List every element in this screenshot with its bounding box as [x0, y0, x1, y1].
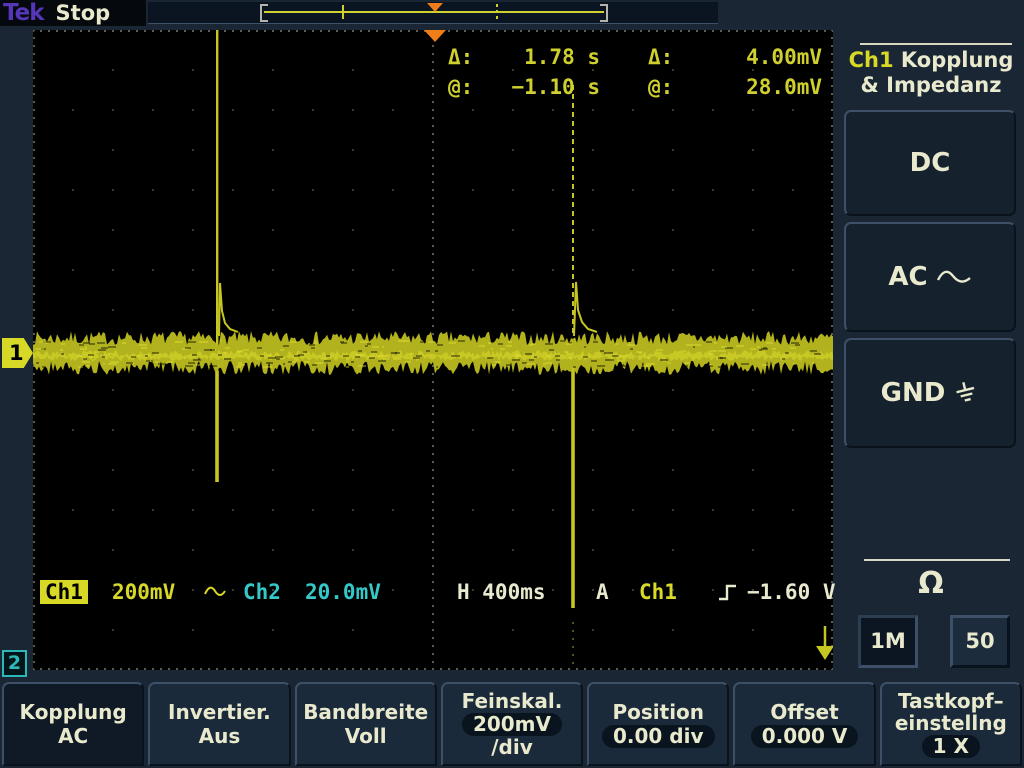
- ch2-position-marker: 2: [2, 650, 27, 677]
- side-title-line2: & Impedanz: [860, 73, 1002, 97]
- side-menu-divider: [860, 43, 1012, 45]
- status-line: Ch1 200mV Ch2 20.0mV H 400ms A Ch1 −1.60…: [33, 579, 836, 609]
- softkey-gnd-label: GND: [880, 378, 946, 408]
- horizontal-scale: H 400ms: [457, 580, 546, 604]
- bottomkey-feinskal[interactable]: Feinskal. 200mV /div: [440, 682, 584, 766]
- bottomkey-position-title: Position: [612, 699, 705, 724]
- bottomkey-kopplung-title: Kopplung: [19, 699, 127, 724]
- bottomkey-bandbreite-value: Voll: [344, 723, 387, 748]
- header-bar: Tek Stop: [0, 0, 1024, 26]
- bottomkey-position[interactable]: Position 0.00 div: [587, 682, 730, 766]
- trigger-mode: A: [596, 580, 609, 604]
- tek-logo: Tek: [3, 0, 45, 26]
- bottomkey-invertier[interactable]: Invertier. Aus: [148, 682, 291, 766]
- at-time-value: −1.10 s: [511, 75, 600, 99]
- bottomkey-tastkopf[interactable]: Tastkopf– einstellng 1 X: [879, 682, 1022, 766]
- cursor-readout: Δ: 1.78 s Δ: 4.00mV @: −1.10 s @: 28.0mV: [448, 42, 822, 102]
- acquisition-status: Stop: [55, 1, 111, 25]
- rising-edge-icon: [717, 582, 739, 602]
- bottomkey-invertier-title: Invertier.: [168, 699, 271, 724]
- side-title-text: Kopplung: [893, 48, 1014, 72]
- delta-time-value: 1.78 s: [524, 45, 600, 69]
- bottomkey-bandbreite-title: Bandbreite: [303, 699, 429, 724]
- ac-coupling-sine-icon: [203, 582, 227, 600]
- bottomkey-offset-title: Offset: [770, 699, 839, 724]
- at-volt-value: 28.0mV: [746, 75, 822, 99]
- record-view-bar: [148, 2, 718, 24]
- bottomkey-kopplung-value: AC: [58, 723, 89, 748]
- impedance-50-button[interactable]: 50: [950, 615, 1010, 668]
- side-menu-title: Ch1 Kopplung & Impedanz: [838, 48, 1024, 98]
- cursor2-position-tick: [496, 4, 498, 21]
- bottom-menu: Kopplung AC Invertier. Aus Bandbreite Vo…: [0, 682, 1024, 766]
- softkey-coupling-gnd[interactable]: GND: [844, 338, 1016, 448]
- waveform-canvas: [33, 30, 833, 670]
- window-bracket-right-icon: [600, 4, 608, 22]
- bottomkey-offset-value: 0.000 V: [750, 724, 859, 748]
- at-time-label: @:: [448, 75, 474, 99]
- delta-volt-value: 4.00mV: [746, 45, 822, 69]
- window-bracket-left-icon: [260, 4, 268, 22]
- bottomkey-tastkopf-title2: einstellng: [894, 710, 1007, 735]
- delta-time-label: Δ:: [448, 45, 474, 69]
- ch2-label: Ch2: [243, 580, 281, 604]
- bottomkey-bandbreite[interactable]: Bandbreite Voll: [294, 682, 437, 766]
- bottomkey-feinskal-title: Feinskal.: [461, 688, 563, 713]
- softkey-ac-label: AC: [888, 262, 928, 292]
- tek-status-box: Tek Stop: [0, 0, 146, 26]
- trigger-level-value: −1.60 V: [747, 580, 836, 604]
- bottomkey-position-value: 0.00 div: [602, 724, 715, 748]
- ch1-badge: Ch1: [40, 580, 88, 604]
- delta-volt-label: Δ:: [648, 45, 674, 69]
- graticule: Δ: 1.78 s Δ: 4.00mV @: −1.10 s @: 28.0mV…: [33, 30, 836, 670]
- ch2-scale: 20.0mV: [305, 580, 381, 604]
- at-volt-label: @:: [648, 75, 674, 99]
- ch1-position-marker: 1: [2, 338, 33, 368]
- bottomkey-tastkopf-title: Tastkopf–: [898, 688, 1004, 713]
- bottomkey-tastkopf-value: 1 X: [921, 734, 980, 758]
- ch1-scale: 200mV: [112, 580, 176, 604]
- trigger-source: Ch1: [639, 580, 677, 604]
- bottomkey-feinskal-unit: /div: [491, 734, 533, 759]
- side-title-channel: Ch1: [848, 48, 894, 72]
- impedance-1m-button[interactable]: 1M: [858, 615, 918, 668]
- impedance-symbol: Ω: [918, 566, 944, 601]
- trigger-position-marker-icon: [427, 3, 443, 12]
- cursor1-position-tick: [342, 5, 344, 19]
- impedance-divider: [864, 559, 1010, 561]
- ground-icon: [953, 380, 979, 406]
- record-span-line: [264, 11, 604, 13]
- bottomkey-kopplung[interactable]: Kopplung AC: [2, 682, 145, 766]
- softkey-coupling-ac[interactable]: AC: [844, 222, 1016, 332]
- side-menu: Ch1 Kopplung & Impedanz DC AC GND Ω 1M 5…: [838, 26, 1024, 682]
- softkey-coupling-dc[interactable]: DC: [844, 110, 1016, 216]
- softkey-dc-label: DC: [909, 148, 951, 178]
- bottomkey-invertier-value: Aus: [198, 723, 241, 748]
- sine-icon: [936, 266, 972, 288]
- bottomkey-offset[interactable]: Offset 0.000 V: [733, 682, 876, 766]
- bottomkey-feinskal-value: 200mV: [461, 712, 563, 736]
